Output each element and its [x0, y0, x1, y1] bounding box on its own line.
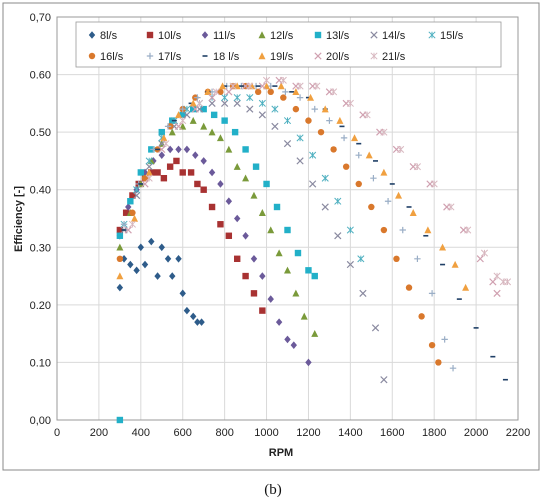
data-point — [117, 256, 123, 262]
data-point — [129, 210, 135, 216]
data-point — [167, 163, 173, 169]
data-point — [226, 233, 232, 239]
y-tick-label: 0.30 — [30, 242, 51, 254]
x-tick-label: 1800 — [422, 427, 446, 439]
x-axis-title: RPM — [269, 447, 293, 459]
y-tick-label: 0.50 — [30, 127, 51, 139]
data-point — [180, 169, 186, 175]
data-point — [117, 417, 123, 423]
data-point — [209, 204, 215, 210]
x-tick-label: 600 — [174, 427, 192, 439]
legend-label: 10l/s — [158, 30, 182, 42]
data-point — [280, 94, 286, 100]
data-point — [117, 233, 123, 239]
data-point — [242, 273, 248, 279]
data-point — [295, 250, 301, 256]
data-point — [154, 169, 160, 175]
legend-label: 14l/s — [382, 30, 406, 42]
y-axis-title: Efficiency [-] — [13, 186, 25, 252]
data-point — [221, 117, 227, 123]
data-point — [263, 181, 269, 187]
data-point — [200, 187, 206, 193]
x-tick-label: 1600 — [380, 427, 404, 439]
x-tick-label: 200 — [90, 427, 108, 439]
legend-label: 12l/s — [270, 30, 294, 42]
data-point — [318, 129, 324, 135]
legend-label: 15l/s — [440, 30, 464, 42]
data-point — [406, 284, 412, 290]
x-tick-label: 1000 — [254, 427, 278, 439]
y-tick-label: 0.60 — [30, 70, 51, 82]
data-point — [274, 204, 280, 210]
x-tick-label: 1200 — [296, 427, 320, 439]
data-point — [127, 198, 133, 204]
data-point — [232, 129, 238, 135]
data-point — [253, 163, 259, 169]
data-point — [381, 227, 387, 233]
legend-label: 21l/s — [382, 51, 406, 63]
figure-caption: (b) — [264, 482, 282, 498]
x-tick-label: 2000 — [464, 427, 488, 439]
data-point — [159, 129, 165, 135]
legend-label: 13l/s — [326, 30, 350, 42]
data-point — [188, 169, 194, 175]
x-tick-label: 1400 — [338, 427, 362, 439]
x-tick-label: 400 — [132, 427, 150, 439]
data-point — [211, 112, 217, 118]
data-point — [330, 146, 336, 152]
data-point — [418, 313, 424, 319]
data-point — [293, 106, 299, 112]
data-point — [255, 89, 261, 95]
data-point — [194, 181, 200, 187]
legend-label: 18 l/s — [213, 51, 240, 63]
data-point — [242, 146, 248, 152]
legend-label: 11l/s — [213, 30, 236, 42]
legend-label: 17l/s — [158, 51, 182, 63]
data-point — [259, 307, 265, 313]
data-point — [217, 221, 223, 227]
y-tick-label: 0,70 — [30, 12, 51, 24]
data-point — [356, 181, 362, 187]
x-tick-label: 800 — [215, 427, 233, 439]
data-point — [305, 117, 311, 123]
x-tick-label: 2200 — [506, 427, 530, 439]
legend-label: 19l/s — [270, 51, 294, 63]
x-tick-label: 0 — [54, 427, 60, 439]
legend-marker — [315, 32, 321, 38]
data-point — [305, 267, 311, 273]
legend-label: 8l/s — [100, 30, 118, 42]
y-tick-label: 0.20 — [30, 300, 51, 312]
legend-label: 20l/s — [326, 51, 350, 63]
data-point — [268, 89, 274, 95]
data-point — [251, 290, 257, 296]
data-point — [173, 158, 179, 164]
data-point — [138, 169, 144, 175]
y-tick-label: 0.40 — [30, 185, 51, 197]
data-point — [161, 175, 167, 181]
legend-label: 16l/s — [100, 51, 124, 63]
data-point — [368, 204, 374, 210]
data-point — [429, 342, 435, 348]
y-tick-label: 0.10 — [30, 357, 51, 369]
data-point — [284, 227, 290, 233]
data-point — [312, 273, 318, 279]
legend-marker — [147, 32, 153, 38]
data-point — [393, 256, 399, 262]
data-point — [343, 163, 349, 169]
data-point — [234, 256, 240, 262]
y-tick-label: 0,00 — [30, 415, 51, 427]
data-point — [435, 359, 441, 365]
legend-marker — [89, 53, 95, 59]
